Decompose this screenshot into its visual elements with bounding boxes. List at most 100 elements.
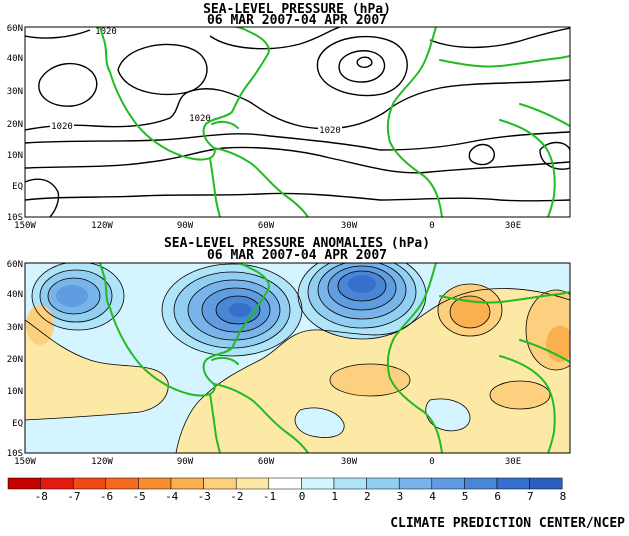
colorbar-swatch — [268, 477, 302, 490]
anomaly-contour — [175, 288, 570, 453]
lat-label: EQ — [12, 419, 23, 429]
lon-label: 90W — [177, 457, 194, 467]
contour-label: 1020 — [95, 27, 117, 37]
bottom-coastline-americas — [209, 393, 221, 453]
top-isobar — [429, 27, 570, 49]
colorbar-label: -3 — [198, 490, 211, 503]
lat-label: 30N — [7, 323, 23, 333]
colorbar-swatch — [40, 477, 74, 490]
lon-label: 150W — [14, 457, 36, 467]
top-high-cell — [38, 62, 98, 107]
bottom-coastline-caribbean — [211, 356, 239, 365]
contour-label: 1020 — [189, 114, 211, 124]
top-isobar — [25, 79, 570, 131]
lon-label: 150W — [14, 221, 36, 231]
top-map: 1020 1020 1020 1020 — [24, 26, 571, 218]
anomaly-low-pacific — [32, 263, 124, 330]
lon-label: 0 — [429, 221, 434, 231]
lat-label: 10S — [7, 213, 23, 223]
bottom-coastline-americas — [99, 263, 270, 397]
colorbar-swatch — [529, 477, 563, 490]
lon-label: 30W — [341, 221, 358, 231]
colorbar-label: -2 — [230, 490, 243, 503]
top-isobar — [25, 192, 570, 202]
lon-label: 120W — [91, 457, 113, 467]
bottom-title-line2: 06 MAR 2007-04 APR 2007 — [207, 248, 387, 263]
top-high-cell — [338, 50, 386, 83]
bottom-coastline-europe-africa — [439, 291, 570, 304]
colorbar-label: 1 — [331, 490, 338, 503]
top-low-cell — [539, 141, 570, 170]
top-coastline-arabia — [519, 103, 570, 127]
anomaly-contour — [25, 319, 169, 421]
top-coastline-africa-east — [499, 119, 556, 217]
top-coastline-caribbean — [211, 120, 239, 129]
lat-label: 10S — [7, 449, 23, 459]
lat-label: 40N — [7, 290, 23, 300]
top-coastline-europe-africa — [386, 27, 443, 217]
colorbar-swatch — [464, 477, 498, 490]
colorbar-label: -7 — [67, 490, 80, 503]
colorbar-swatch — [496, 477, 530, 490]
colorbar-label: -1 — [263, 490, 276, 503]
top-high-cell — [117, 43, 208, 96]
top-isobar — [25, 131, 570, 151]
top-lon-axis: 150W 120W 90W 60W 30W 0 30E — [14, 221, 521, 231]
lon-label: 60W — [258, 221, 275, 231]
colorbar-swatch — [301, 477, 335, 490]
colorbar-label: 5 — [462, 490, 469, 503]
top-high-cell — [356, 56, 373, 68]
bottom-map — [24, 262, 571, 454]
top-high-cell — [316, 35, 408, 97]
colorbar-label: 8 — [560, 490, 567, 503]
contour-label: 1020 — [319, 126, 341, 136]
lat-label: 40N — [7, 54, 23, 64]
credit-text: CLIMATE PREDICTION CENTER/NCEP — [390, 516, 625, 531]
lon-label: 30E — [505, 457, 521, 467]
lon-label: 90W — [177, 221, 194, 231]
colorbar-swatch — [333, 477, 367, 490]
bottom-coastline-africa-east — [499, 355, 556, 453]
lat-label: 10N — [7, 387, 23, 397]
top-low-cell — [468, 143, 495, 166]
lon-label: 30E — [505, 221, 521, 231]
colorbar-label: 2 — [364, 490, 371, 503]
top-coastline-americas — [213, 147, 309, 217]
top-title-line2: 06 MAR 2007-04 APR 2007 — [207, 13, 387, 28]
colorbar-label: -8 — [35, 490, 48, 503]
top-coastline-americas — [209, 157, 221, 217]
top-title-line1: SEA-LEVEL PRESSURE (hPa) — [203, 2, 391, 17]
colorbar-label: 7 — [527, 490, 534, 503]
lon-label: 0 — [429, 457, 434, 467]
colorbar-swatch — [431, 477, 465, 490]
colorbar-swatch — [72, 477, 107, 490]
colorbar-label: 4 — [429, 490, 436, 503]
contour-label: 1020 — [51, 122, 73, 132]
lat-label: 20N — [7, 120, 23, 130]
bottom-lon-axis: 150W 120W 90W 60W 30W 0 30E — [14, 457, 521, 467]
colorbar-label: -4 — [165, 490, 179, 503]
colorbar-swatch — [398, 477, 433, 490]
colorbar-swatch — [235, 477, 270, 490]
lat-label: 10N — [7, 151, 23, 161]
lat-label: 60N — [7, 260, 23, 270]
top-isobar — [209, 27, 341, 50]
colorbar-swatch — [105, 477, 139, 490]
bottom-coastline-americas — [213, 383, 309, 453]
top-isobar — [25, 178, 60, 217]
lon-label: 60W — [258, 457, 275, 467]
colorbar-swatch — [138, 477, 172, 490]
bottom-coastline-europe-africa — [386, 263, 443, 453]
bottom-coastline-arabia — [519, 339, 570, 363]
colorbar-label: -6 — [100, 490, 113, 503]
anomaly-low-atlantic-west — [162, 264, 302, 356]
colorbar-swatch — [366, 477, 400, 490]
bottom-lat-axis: 60N 40N 30N 20N 10N EQ 10S — [7, 260, 23, 459]
top-isobar — [25, 29, 91, 39]
top-coastline-americas — [99, 27, 270, 161]
lat-label: 60N — [7, 24, 23, 34]
colorbar-label: -5 — [132, 490, 145, 503]
top-isobar — [25, 146, 570, 174]
colorbar-swatch — [203, 477, 237, 490]
